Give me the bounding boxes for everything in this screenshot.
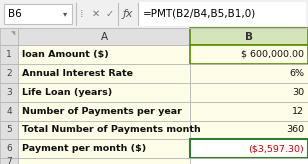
Bar xyxy=(0,45,18,64)
Text: ▾: ▾ xyxy=(63,10,67,19)
Text: 30: 30 xyxy=(292,88,304,97)
Bar xyxy=(18,158,190,164)
Bar xyxy=(18,45,190,64)
Text: 1: 1 xyxy=(6,50,12,59)
Bar xyxy=(190,158,308,164)
Bar xyxy=(18,28,190,45)
Bar xyxy=(139,2,306,26)
Text: Life Loan (years): Life Loan (years) xyxy=(22,88,112,97)
Text: 360: 360 xyxy=(286,125,304,134)
Text: 6: 6 xyxy=(6,144,12,153)
Bar xyxy=(190,139,308,158)
Bar xyxy=(0,102,18,121)
Text: A: A xyxy=(100,31,107,41)
Text: Number of Payments per year: Number of Payments per year xyxy=(22,107,182,116)
Text: Payment per month ($): Payment per month ($) xyxy=(22,144,146,153)
Bar xyxy=(18,139,190,158)
Text: ƒx: ƒx xyxy=(123,9,133,19)
Text: ($3,597.30): ($3,597.30) xyxy=(248,144,304,153)
Bar xyxy=(18,83,190,102)
Text: 12: 12 xyxy=(292,107,304,116)
Text: 3: 3 xyxy=(6,88,12,97)
Bar xyxy=(0,28,18,45)
Bar xyxy=(0,83,18,102)
Bar xyxy=(18,64,190,83)
Bar xyxy=(0,139,18,158)
Text: ⁞: ⁞ xyxy=(80,9,84,19)
Text: 7: 7 xyxy=(6,157,12,164)
Bar xyxy=(18,102,190,121)
Text: B: B xyxy=(245,31,253,41)
Bar xyxy=(190,45,308,64)
Text: ✓: ✓ xyxy=(106,9,114,19)
Bar xyxy=(190,83,308,102)
Bar xyxy=(18,121,190,139)
Bar xyxy=(190,64,308,83)
Text: Total Number of Payments month: Total Number of Payments month xyxy=(22,125,201,134)
Bar xyxy=(0,121,18,139)
Text: 2: 2 xyxy=(6,69,12,78)
Bar xyxy=(0,0,308,28)
Text: 6%: 6% xyxy=(289,69,304,78)
Bar xyxy=(0,158,18,164)
Bar xyxy=(190,121,308,139)
Text: $ 600,000.00: $ 600,000.00 xyxy=(241,50,304,59)
Text: B6: B6 xyxy=(8,9,22,19)
Text: Annual Interest Rate: Annual Interest Rate xyxy=(22,69,133,78)
Bar xyxy=(4,4,72,24)
Text: loan Amount ($): loan Amount ($) xyxy=(22,50,109,59)
Bar xyxy=(0,64,18,83)
Text: 5: 5 xyxy=(6,125,12,134)
Bar xyxy=(190,102,308,121)
Text: ✕: ✕ xyxy=(92,9,100,19)
Text: ◥: ◥ xyxy=(11,31,15,36)
Text: 4: 4 xyxy=(6,107,12,116)
Bar xyxy=(190,28,308,45)
Text: =PMT(B2/B4,B5,B1,0): =PMT(B2/B4,B5,B1,0) xyxy=(143,9,256,19)
